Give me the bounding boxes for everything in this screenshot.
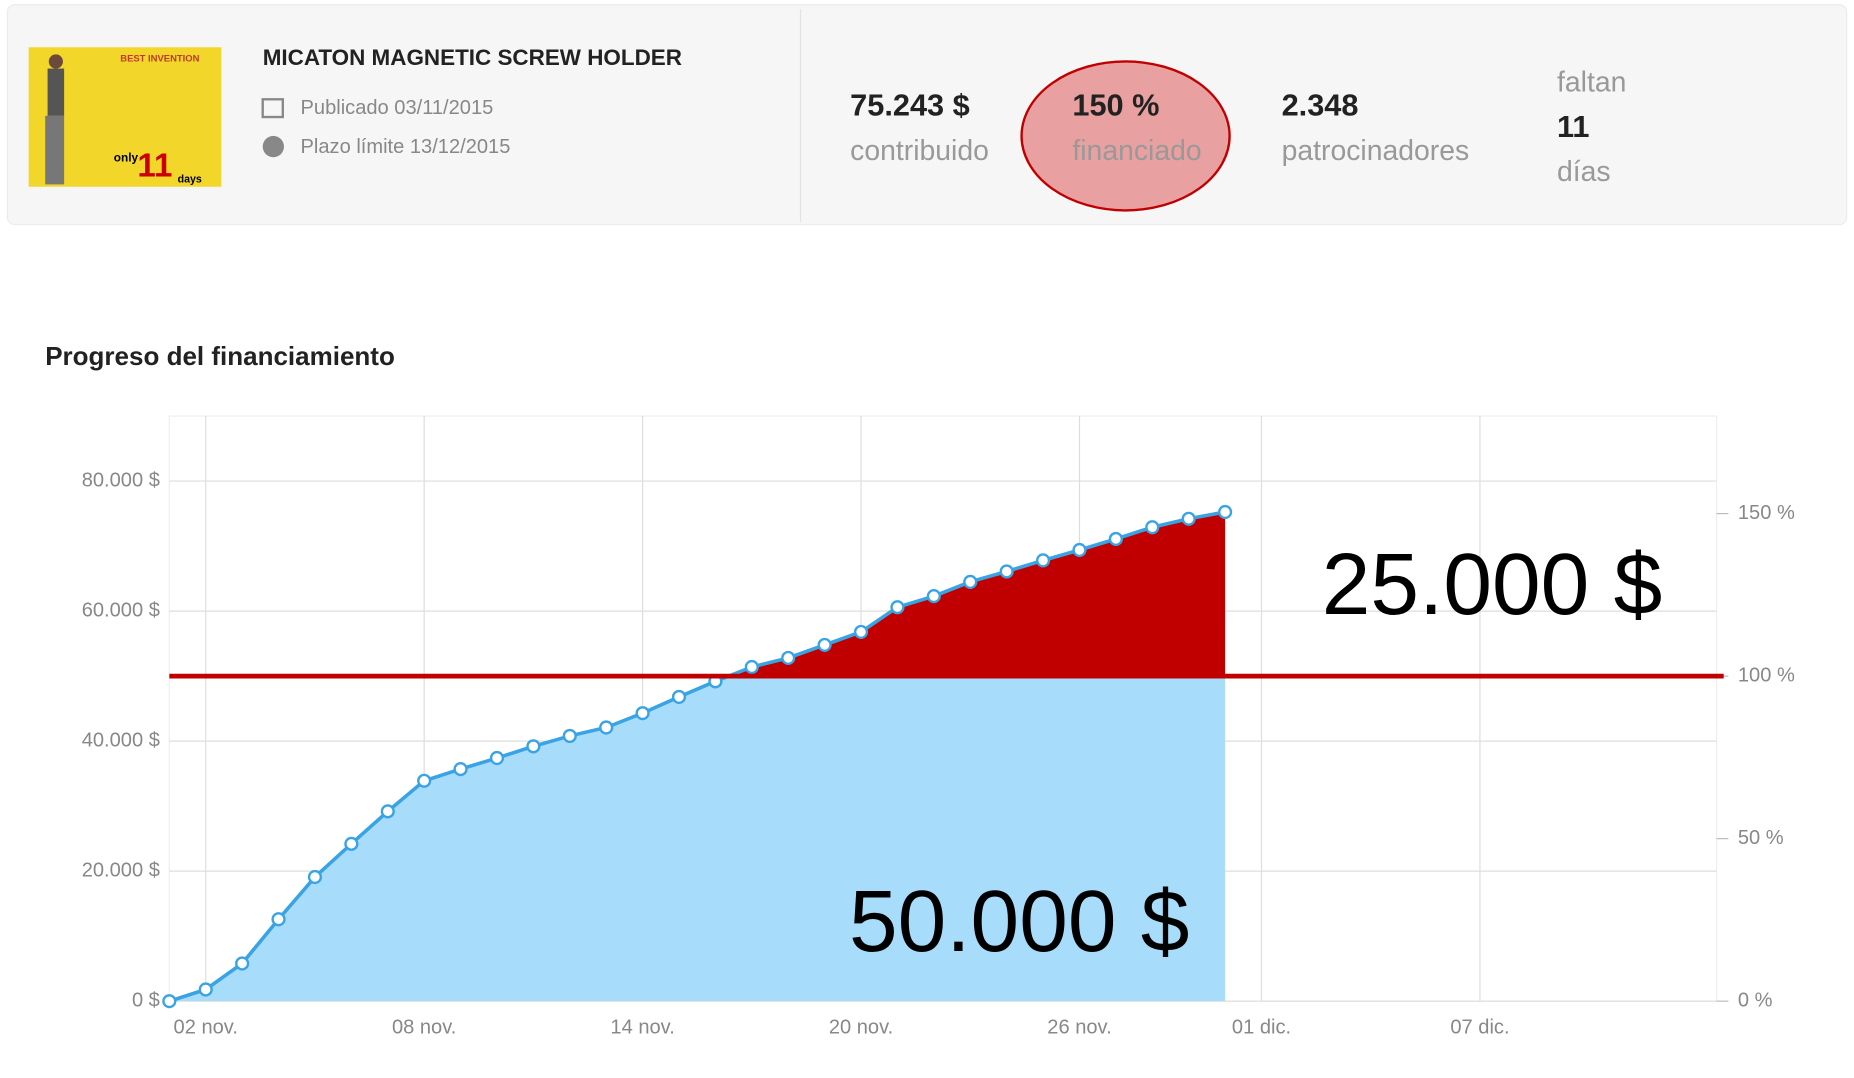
y-tick-label: 40.000 $ (82, 729, 160, 751)
point (926, 589, 941, 604)
point (999, 564, 1014, 579)
point (198, 982, 213, 997)
point (781, 650, 796, 666)
stat-value: 2.348 (1282, 88, 1359, 123)
point (599, 720, 614, 735)
point (307, 869, 323, 885)
chart-title: Progreso del financiamiento (45, 341, 395, 371)
stat-value: 150 % (1072, 88, 1159, 123)
y2-tick-label: 100 % (1738, 664, 1795, 686)
highlight (1020, 60, 1231, 212)
x-tick-label: 14 nov. (610, 1017, 674, 1039)
point (890, 600, 905, 615)
point (417, 773, 432, 788)
stat-label: contribuido (850, 135, 989, 167)
annotation: 50.000 $ (849, 872, 1189, 970)
point (744, 659, 759, 675)
point (853, 624, 869, 639)
thumbnail: BEST INVENTION only 11 days (28, 47, 222, 187)
deadline: Plazo límite 13/12/2015 (301, 136, 511, 158)
x-tick-label: 01 dic. (1232, 1017, 1291, 1039)
clock-icon (262, 135, 284, 158)
point (671, 689, 687, 705)
point (1145, 520, 1160, 535)
y2-tick-label: 50 % (1738, 827, 1784, 849)
point (963, 574, 978, 589)
project-title: MICATON MAGNETIC SCREW HOLDER (263, 45, 682, 70)
calendar-icon (261, 98, 284, 119)
remaining-top: faltan (1557, 66, 1626, 98)
y2-tick-label: 0 % (1738, 989, 1773, 1011)
x-tick-label: 07 dic. (1450, 1017, 1509, 1039)
y-tick-label: 0 $ (132, 989, 160, 1011)
point (635, 706, 650, 721)
point (1181, 511, 1196, 526)
point (344, 836, 359, 851)
point (235, 956, 250, 971)
thumb-only: only (114, 151, 139, 165)
point (1072, 542, 1087, 558)
area-below-goal (169, 676, 1226, 1002)
y-tick-label: 80.000 $ (82, 469, 160, 491)
point (1218, 504, 1233, 520)
x-tick-label: 08 nov. (392, 1017, 456, 1039)
stat-value: 75.243 $ (850, 88, 970, 123)
x-tick-label: 02 nov. (174, 1017, 238, 1039)
y-tick-label: 60.000 $ (82, 599, 160, 621)
point (817, 637, 832, 653)
point (380, 804, 395, 819)
stat-label: patrocinadores (1282, 135, 1470, 167)
thumb-brand: BEST INVENTION (120, 54, 199, 65)
point (562, 728, 577, 744)
stat-label: financiado (1072, 135, 1201, 167)
point (453, 761, 468, 777)
point (271, 912, 286, 927)
x-tick-label: 20 nov. (829, 1017, 893, 1039)
point (526, 739, 541, 754)
y-tick-label: 20.000 $ (82, 859, 160, 881)
header-panel (6, 4, 1848, 226)
point (1108, 531, 1123, 547)
point (1035, 553, 1051, 568)
published: Publicado 03/11/2015 (301, 97, 494, 119)
x-tick-label: 26 nov. (1047, 1017, 1111, 1039)
point (162, 994, 177, 1009)
remaining-value: 11 (1557, 109, 1589, 144)
thumb-number: 11 (137, 148, 172, 185)
annotation: 25.000 $ (1322, 535, 1662, 633)
point (489, 750, 505, 766)
thumb-days: days (178, 173, 202, 185)
y2-tick-label: 150 % (1738, 502, 1795, 524)
remaining-label: días (1557, 156, 1611, 188)
